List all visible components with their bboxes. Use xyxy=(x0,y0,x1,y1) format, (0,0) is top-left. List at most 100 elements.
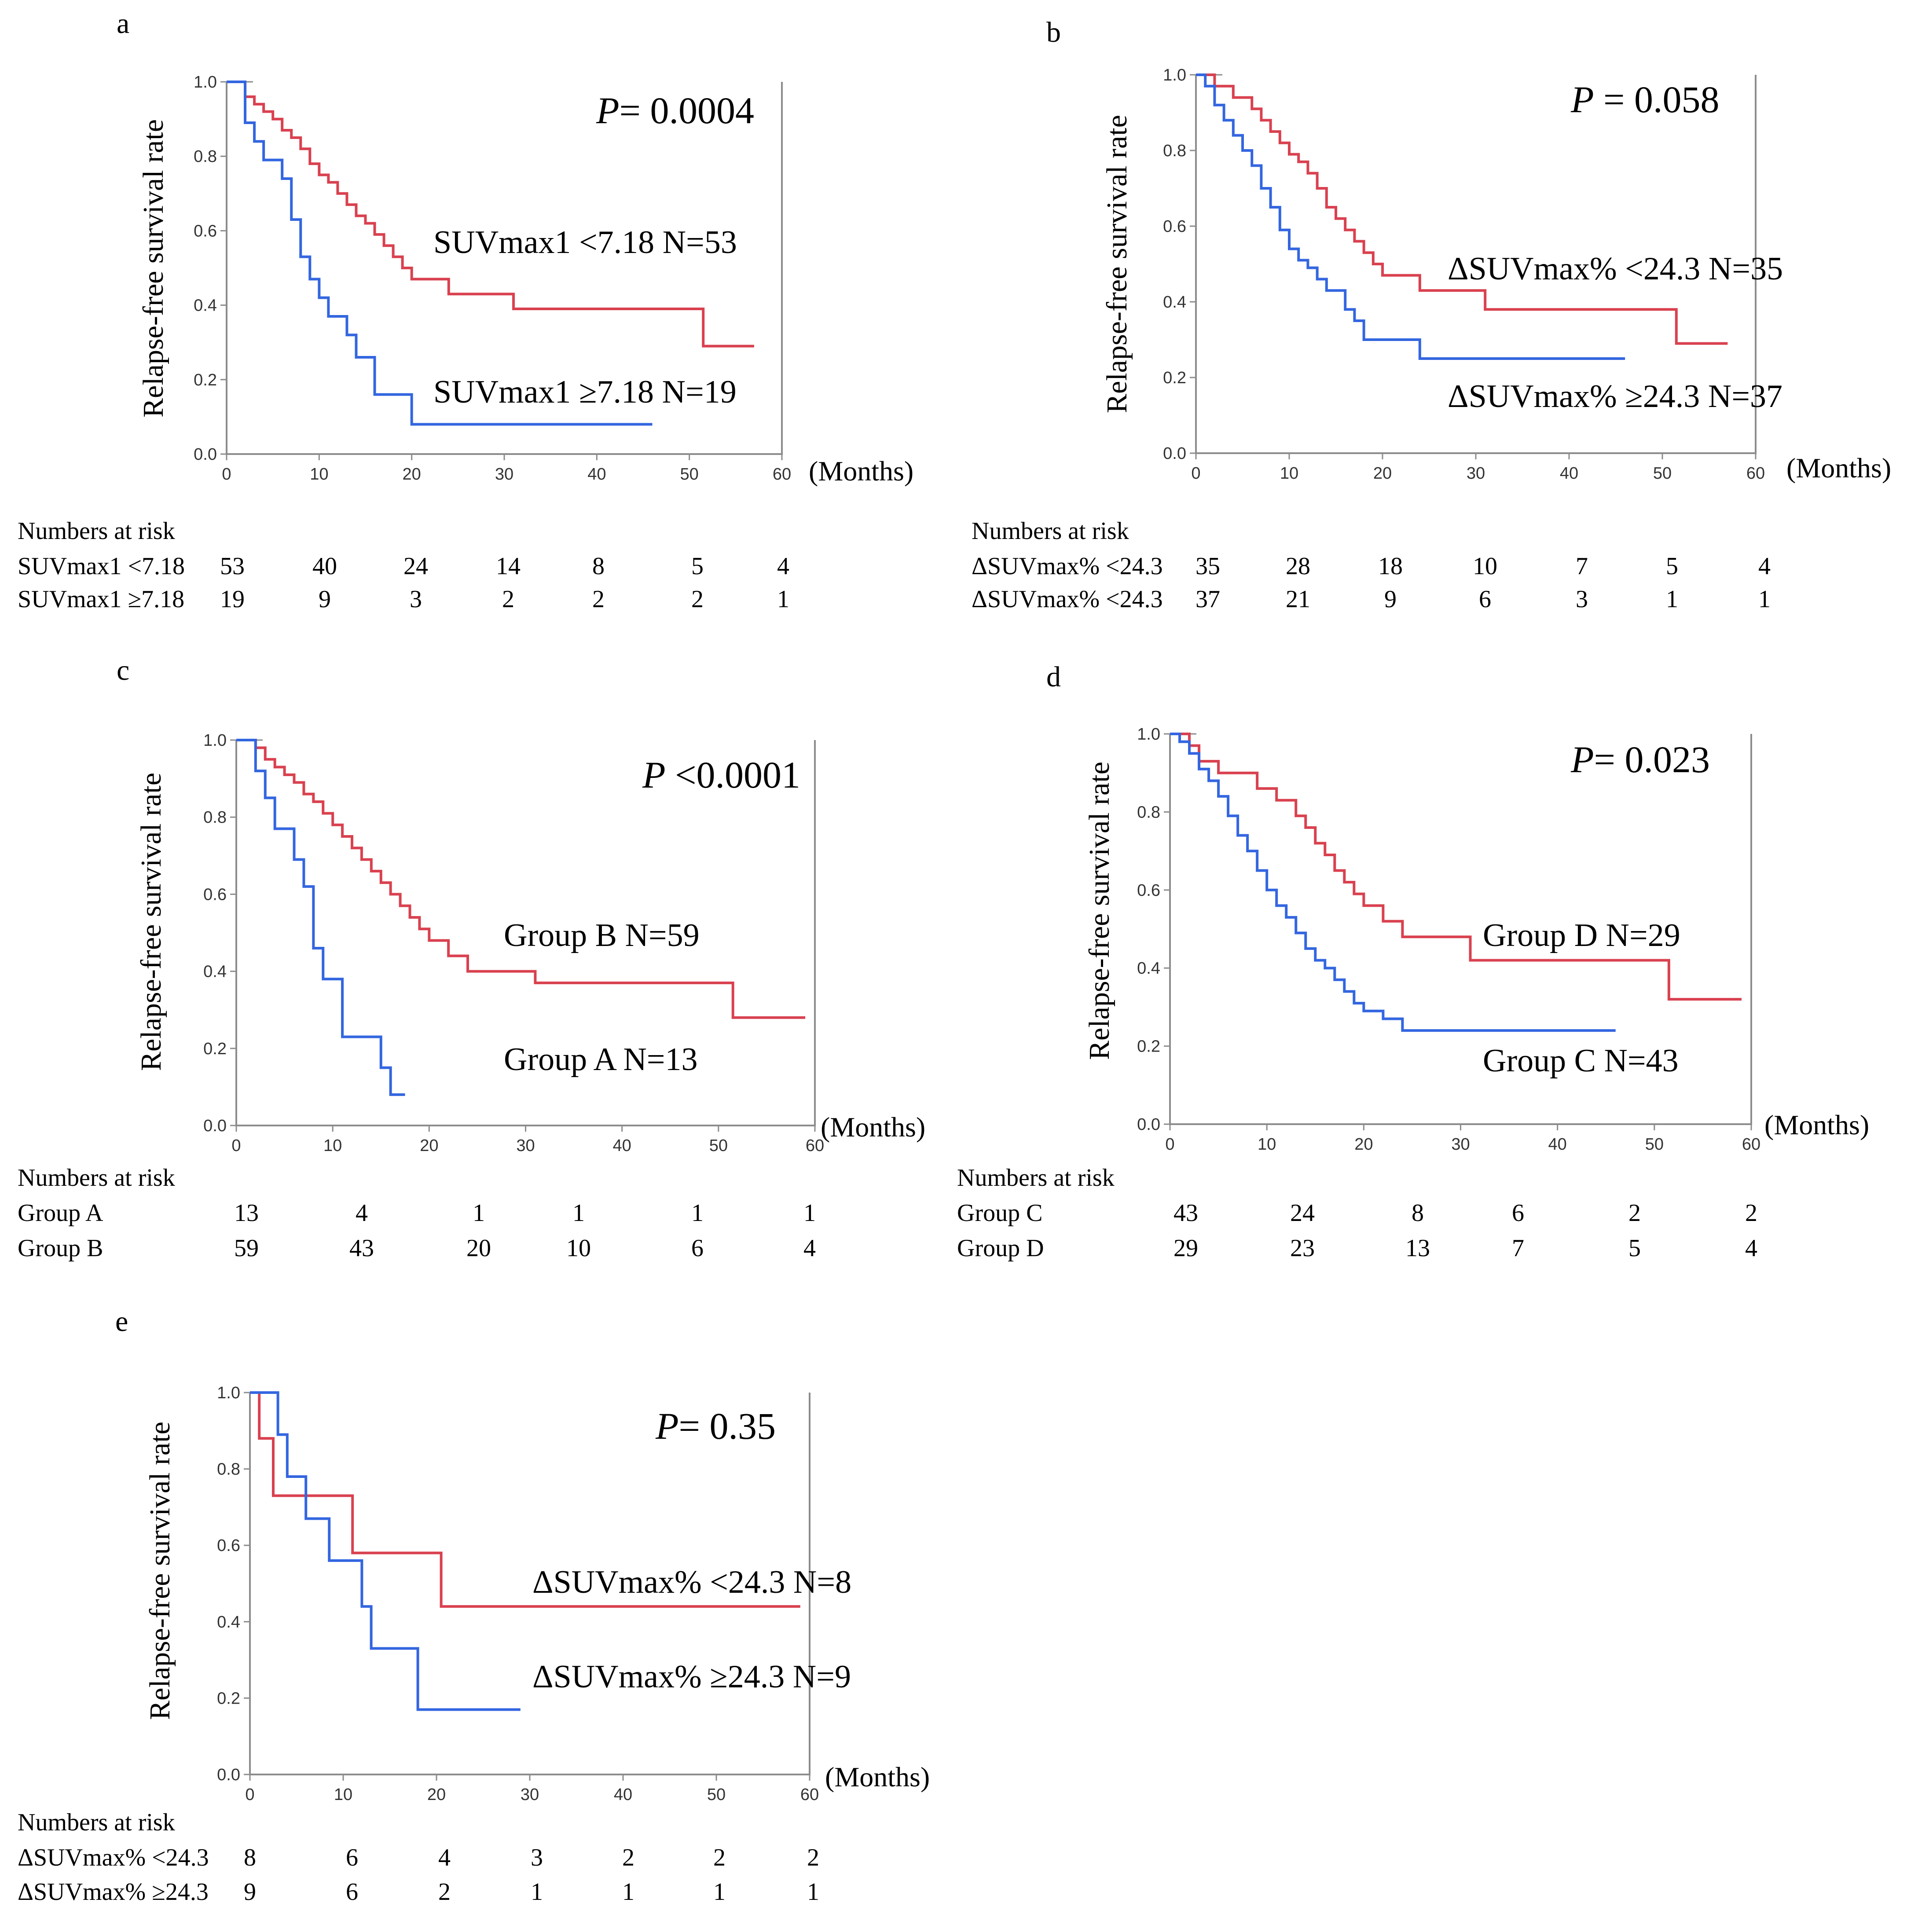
panel-b: b 0.0 0.2 0.4 0.6 0.8 1.0 0 10 20 30 40 50 60 ΔSUVmax%… xyxy=(972,16,1891,613)
risk-row-label: ΔSUVmax% <24.3 xyxy=(972,553,1163,580)
curve-red xyxy=(250,1391,800,1608)
x-tick-label: 40 xyxy=(614,1785,632,1804)
x-tick-label: 0 xyxy=(245,1785,254,1804)
x-tick-label: 10 xyxy=(334,1785,352,1804)
y-tick-label: 0.8 xyxy=(1137,803,1160,821)
x-tick-label: 0 xyxy=(1165,1135,1174,1154)
curve-blue xyxy=(1170,733,1616,1032)
p-value: P <0.0001 xyxy=(642,754,800,796)
risk-row-label: ΔSUVmax% <24.3 xyxy=(972,586,1163,613)
risk-value: 1 xyxy=(1666,586,1678,613)
x-tick-label: 0 xyxy=(1191,464,1200,483)
series-label: Group B N=59 xyxy=(504,917,700,953)
risk-value: 2 xyxy=(1745,1199,1757,1227)
risk-table-title: Numbers at risk xyxy=(18,1809,175,1836)
risk-value: 21 xyxy=(1286,586,1310,613)
y-tick-label: 1.0 xyxy=(1137,725,1160,744)
risk-value: 1 xyxy=(531,1878,543,1906)
risk-value: 40 xyxy=(312,553,337,580)
p-value: P= 0.0004 xyxy=(596,89,754,132)
x-tick-label: 40 xyxy=(587,465,606,484)
panel-letter: b xyxy=(1046,16,1061,48)
risk-row-label: Group D xyxy=(957,1235,1044,1262)
p-value: P = 0.058 xyxy=(1570,78,1720,121)
y-tick-label: 0.6 xyxy=(194,222,217,240)
risk-value: 2 xyxy=(713,1844,726,1871)
y-tick-label: 0.4 xyxy=(217,1613,240,1631)
x-tick-label: 0 xyxy=(222,465,231,484)
series-label: Group A N=13 xyxy=(504,1041,698,1078)
x-tick-label: 30 xyxy=(1467,464,1485,483)
risk-table-title: Numbers at risk xyxy=(18,1164,175,1191)
y-axis-label: Relapse-free survival rate xyxy=(1101,115,1133,413)
x-tick-label: 60 xyxy=(800,1785,819,1804)
y-tick-label: 0.6 xyxy=(1163,217,1186,236)
x-tick-label: 30 xyxy=(495,465,513,484)
x-axis-label: (Months) xyxy=(821,1111,925,1143)
panel-a: a 0.0 0.2 0.4 0.6 0.8 1.0 0 10 20 30 40 50 60 SUVmax1 … xyxy=(18,7,913,613)
risk-value: 4 xyxy=(1758,553,1771,580)
risk-value: 6 xyxy=(1512,1199,1524,1227)
risk-value: 24 xyxy=(403,553,428,580)
panel-letter: d xyxy=(1046,661,1061,693)
risk-value: 1 xyxy=(713,1878,726,1906)
x-tick-label: 10 xyxy=(310,465,328,484)
risk-value: 37 xyxy=(1196,586,1220,613)
risk-value: 6 xyxy=(346,1844,358,1871)
risk-row-label: SUVmax1 <7.18 xyxy=(18,553,185,580)
x-tick-label: 40 xyxy=(1548,1135,1567,1154)
risk-value: 5 xyxy=(1666,553,1678,580)
risk-value: 6 xyxy=(346,1878,358,1906)
risk-value: 13 xyxy=(234,1199,259,1227)
risk-value: 2 xyxy=(438,1878,451,1906)
x-tick-label: 50 xyxy=(709,1136,728,1155)
y-tick-label: 1.0 xyxy=(194,73,217,92)
risk-value: 6 xyxy=(1479,586,1491,613)
risk-value: 14 xyxy=(496,553,521,580)
risk-value: 1 xyxy=(572,1199,585,1227)
x-tick-label: 50 xyxy=(1645,1135,1664,1154)
risk-value: 10 xyxy=(1473,553,1497,580)
series-label: ΔSUVmax% ≥24.3 N=9 xyxy=(532,1659,851,1695)
y-tick-label: 1.0 xyxy=(217,1384,240,1402)
x-tick-label: 10 xyxy=(1280,464,1298,483)
risk-row-label: ΔSUVmax% <24.3 xyxy=(18,1844,209,1871)
risk-value: 3 xyxy=(1576,586,1588,613)
risk-value: 59 xyxy=(234,1235,259,1262)
risk-value: 35 xyxy=(1196,553,1220,580)
risk-value: 2 xyxy=(1628,1199,1641,1227)
risk-value: 2 xyxy=(622,1844,634,1871)
y-tick-label: 0.8 xyxy=(203,808,227,827)
risk-row-label: Group A xyxy=(18,1199,103,1227)
y-tick-label: 0.8 xyxy=(194,147,217,166)
risk-value: 2 xyxy=(502,586,514,613)
panel-d: d 0.0 0.2 0.4 0.6 0.8 1.0 0 10 20 30 40 50 60 Group D … xyxy=(957,661,1869,1262)
risk-value: 24 xyxy=(1290,1199,1315,1227)
risk-value: 7 xyxy=(1512,1235,1524,1262)
risk-value: 2 xyxy=(691,586,704,613)
y-axis-label: Relapse-free survival rate xyxy=(137,119,169,418)
risk-row-label: SUVmax1 ≥7.18 xyxy=(18,586,184,613)
x-tick-label: 60 xyxy=(773,465,791,484)
risk-value: 43 xyxy=(349,1235,374,1262)
risk-value: 9 xyxy=(319,586,331,613)
x-tick-label: 10 xyxy=(323,1136,342,1155)
risk-value: 5 xyxy=(1628,1235,1641,1262)
y-tick-label: 0.2 xyxy=(217,1689,240,1708)
y-tick-label: 0.0 xyxy=(203,1117,227,1135)
x-tick-label: 30 xyxy=(516,1136,535,1155)
curve-blue xyxy=(1196,73,1625,360)
x-axis-label: (Months) xyxy=(809,455,913,487)
risk-value: 2 xyxy=(807,1844,819,1871)
panel-letter: e xyxy=(115,1305,128,1338)
y-tick-label: 0.6 xyxy=(1137,881,1160,900)
y-tick-label: 1.0 xyxy=(1163,66,1186,84)
p-value: P= 0.023 xyxy=(1570,738,1710,781)
risk-value: 1 xyxy=(473,1199,485,1227)
risk-table-title: Numbers at risk xyxy=(972,517,1129,545)
y-tick-label: 0.6 xyxy=(217,1536,240,1555)
y-tick-label: 0.8 xyxy=(217,1460,240,1479)
risk-value: 28 xyxy=(1286,553,1310,580)
risk-value: 1 xyxy=(622,1878,634,1906)
